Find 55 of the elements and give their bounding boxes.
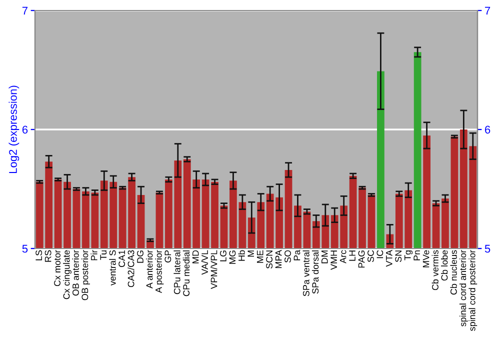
x-tick-label: MG <box>229 250 236 264</box>
y2-tick-label: 5 <box>484 244 490 253</box>
x-tick-label: M <box>248 250 254 257</box>
x-tick-label: DG <box>137 250 144 263</box>
x-tick-label: Pir <box>90 250 98 260</box>
x-tick-label: PAG <box>358 250 365 268</box>
x-tick-label: VPM/VPL <box>210 250 218 289</box>
x-tick-label: OB anterior <box>72 250 79 296</box>
x-tick-label: SPa ventral <box>302 250 310 296</box>
x-tick-label: A posterior <box>155 250 164 294</box>
x-tick-label: ventral S <box>109 250 116 286</box>
x-tick-label: MPA <box>275 250 282 268</box>
x-tick-label: SN <box>395 250 402 262</box>
x-tick-label: OB posterior <box>81 250 90 300</box>
x-tick-label: Cx cingulate <box>63 250 72 300</box>
y-tick-label: 5 <box>22 244 28 253</box>
x-tick-label: A anterior <box>146 250 153 289</box>
x-tick-label: Tg <box>404 250 413 260</box>
x-tick-label: CA1 <box>118 250 125 267</box>
x-tick-label: LG <box>220 250 226 262</box>
x-tick-label: CPu lateral <box>174 250 180 294</box>
x-tick-label: MD <box>192 250 199 264</box>
y-tick-label: 6 <box>22 126 28 134</box>
x-tick-label: Arc <box>340 250 346 264</box>
x-tick-label: VA/VL <box>201 250 208 275</box>
x-tick-label: VTA <box>386 250 392 267</box>
x-tick-label: Tu <box>100 250 107 260</box>
x-tick-label: RS <box>44 250 52 262</box>
x-tick-label: CA2/CA3 <box>128 250 134 288</box>
x-tick-label: GP <box>164 250 172 262</box>
x-tick-label: Cb vermis <box>432 250 438 290</box>
x-tick-label: Pa <box>294 250 300 260</box>
x-tick-label: Cb lobe <box>441 250 448 281</box>
x-tick-label: SPa dorsal <box>312 250 319 294</box>
x-tick-label: Pn <box>414 250 420 260</box>
x-tick-label: Hb <box>238 250 245 261</box>
x-tick-label: Cx motor <box>54 250 60 286</box>
x-tick-label: CPu medial <box>182 250 190 296</box>
x-tick-label: SC <box>368 250 374 262</box>
y2-tick-label: 6 <box>485 126 490 134</box>
x-tick-label: VMH <box>330 250 337 270</box>
x-tick-label: MVe <box>422 250 430 268</box>
y-axis-title: Log2 (expression) <box>8 86 20 174</box>
x-tick-label: LH <box>349 250 356 261</box>
x-tick-label: DM <box>322 250 328 264</box>
x-tick-label: IC <box>376 250 384 258</box>
x-tick-label: SCN <box>266 250 272 269</box>
x-tick-label: spinal cord posterior <box>468 250 478 331</box>
x-tick-label: spinal cord anterior <box>459 250 468 326</box>
x-tick-label: ME <box>256 250 264 263</box>
x-tick-label: SO <box>284 250 291 263</box>
x-tick-label: LS <box>36 250 42 260</box>
y-tick-label: 7 <box>22 6 28 15</box>
y2-tick-label: 7 <box>485 6 490 15</box>
x-tick-label: Cb nucleus <box>450 250 457 295</box>
